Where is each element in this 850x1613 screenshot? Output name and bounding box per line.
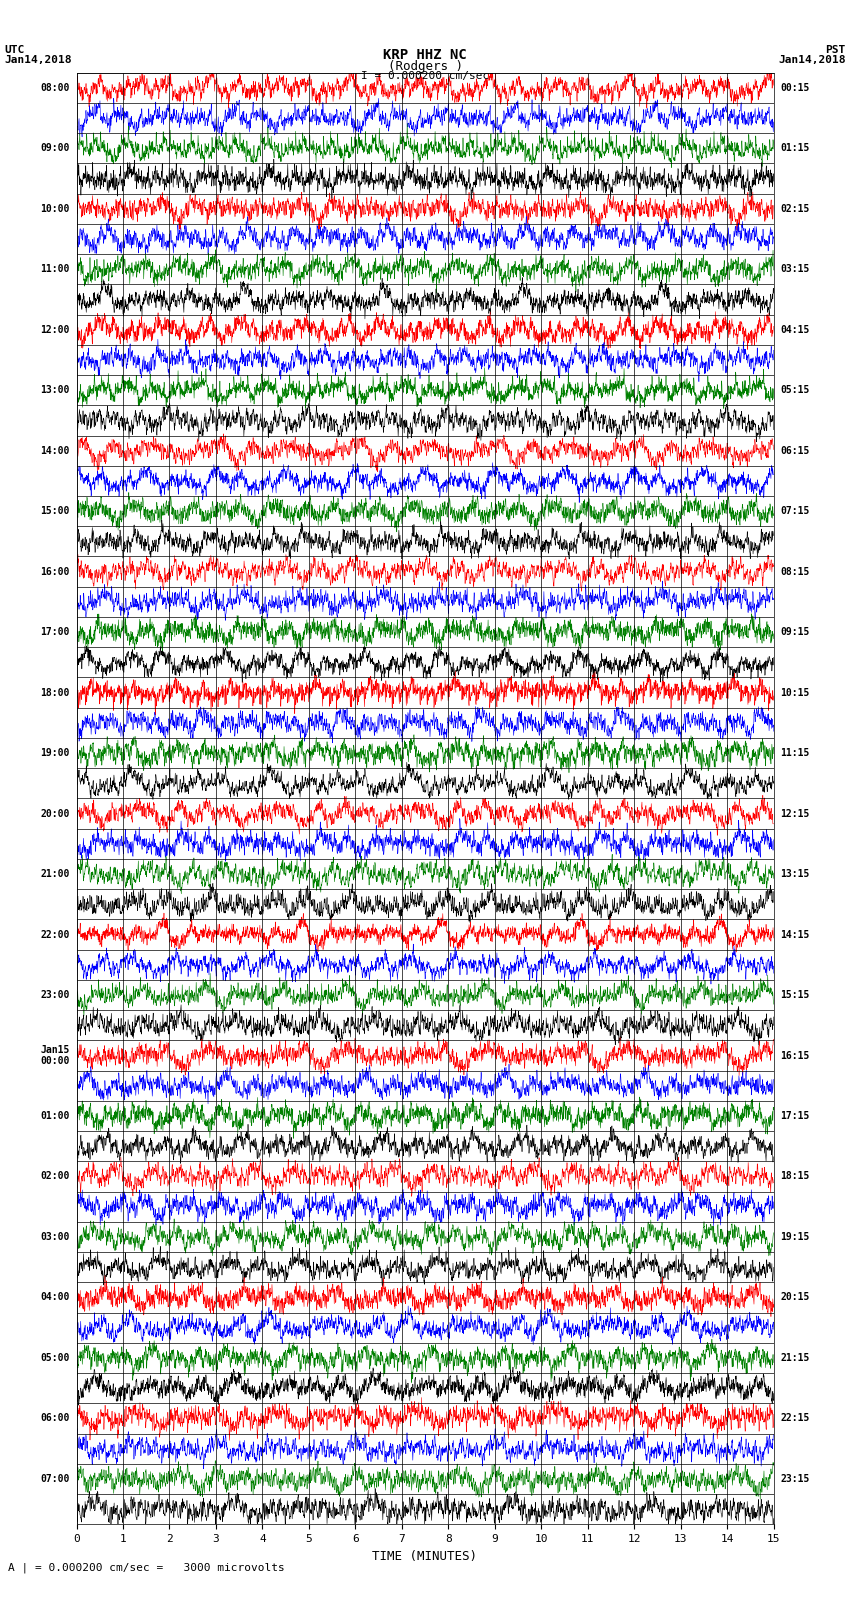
Text: 16:15: 16:15 bbox=[780, 1050, 810, 1060]
Text: 20:00: 20:00 bbox=[40, 808, 70, 818]
Text: 08:15: 08:15 bbox=[780, 566, 810, 576]
Text: 12:00: 12:00 bbox=[40, 324, 70, 334]
Text: 11:00: 11:00 bbox=[40, 265, 70, 274]
Text: 17:15: 17:15 bbox=[780, 1111, 810, 1121]
Text: 07:15: 07:15 bbox=[780, 506, 810, 516]
Text: Jan14,2018: Jan14,2018 bbox=[4, 55, 71, 65]
Text: 02:00: 02:00 bbox=[40, 1171, 70, 1181]
Text: 06:00: 06:00 bbox=[40, 1413, 70, 1423]
Text: 04:00: 04:00 bbox=[40, 1292, 70, 1302]
Text: 14:00: 14:00 bbox=[40, 445, 70, 455]
Text: Jan15
00:00: Jan15 00:00 bbox=[40, 1045, 70, 1066]
Text: I = 0.000200 cm/sec: I = 0.000200 cm/sec bbox=[361, 71, 489, 81]
Text: UTC: UTC bbox=[4, 45, 25, 55]
Text: 22:00: 22:00 bbox=[40, 929, 70, 939]
Text: 11:15: 11:15 bbox=[780, 748, 810, 758]
Text: 04:15: 04:15 bbox=[780, 324, 810, 334]
Text: 18:15: 18:15 bbox=[780, 1171, 810, 1181]
Text: 00:15: 00:15 bbox=[780, 82, 810, 92]
Text: 01:15: 01:15 bbox=[780, 144, 810, 153]
Text: 23:00: 23:00 bbox=[40, 990, 70, 1000]
Text: 05:15: 05:15 bbox=[780, 386, 810, 395]
Text: 21:00: 21:00 bbox=[40, 869, 70, 879]
Text: (Rodgers ): (Rodgers ) bbox=[388, 60, 462, 73]
Text: 06:15: 06:15 bbox=[780, 445, 810, 455]
Text: KRP HHZ NC: KRP HHZ NC bbox=[383, 48, 467, 63]
Text: 09:15: 09:15 bbox=[780, 627, 810, 637]
Text: 01:00: 01:00 bbox=[40, 1111, 70, 1121]
Text: 15:15: 15:15 bbox=[780, 990, 810, 1000]
Text: 10:00: 10:00 bbox=[40, 203, 70, 213]
Text: 03:00: 03:00 bbox=[40, 1232, 70, 1242]
Text: 21:15: 21:15 bbox=[780, 1353, 810, 1363]
Text: 07:00: 07:00 bbox=[40, 1474, 70, 1484]
Text: 15:00: 15:00 bbox=[40, 506, 70, 516]
Text: A | = 0.000200 cm/sec =   3000 microvolts: A | = 0.000200 cm/sec = 3000 microvolts bbox=[8, 1563, 286, 1573]
Text: 14:15: 14:15 bbox=[780, 929, 810, 939]
Text: 19:15: 19:15 bbox=[780, 1232, 810, 1242]
Text: 09:00: 09:00 bbox=[40, 144, 70, 153]
X-axis label: TIME (MINUTES): TIME (MINUTES) bbox=[372, 1550, 478, 1563]
Text: 18:00: 18:00 bbox=[40, 687, 70, 697]
Text: 12:15: 12:15 bbox=[780, 808, 810, 818]
Text: 13:00: 13:00 bbox=[40, 386, 70, 395]
Text: 02:15: 02:15 bbox=[780, 203, 810, 213]
Text: 17:00: 17:00 bbox=[40, 627, 70, 637]
Text: 16:00: 16:00 bbox=[40, 566, 70, 576]
Text: PST: PST bbox=[825, 45, 846, 55]
Text: 08:00: 08:00 bbox=[40, 82, 70, 92]
Text: 13:15: 13:15 bbox=[780, 869, 810, 879]
Text: 03:15: 03:15 bbox=[780, 265, 810, 274]
Text: 22:15: 22:15 bbox=[780, 1413, 810, 1423]
Text: 10:15: 10:15 bbox=[780, 687, 810, 697]
Text: 23:15: 23:15 bbox=[780, 1474, 810, 1484]
Text: 20:15: 20:15 bbox=[780, 1292, 810, 1302]
Text: 05:00: 05:00 bbox=[40, 1353, 70, 1363]
Text: 19:00: 19:00 bbox=[40, 748, 70, 758]
Text: Jan14,2018: Jan14,2018 bbox=[779, 55, 846, 65]
